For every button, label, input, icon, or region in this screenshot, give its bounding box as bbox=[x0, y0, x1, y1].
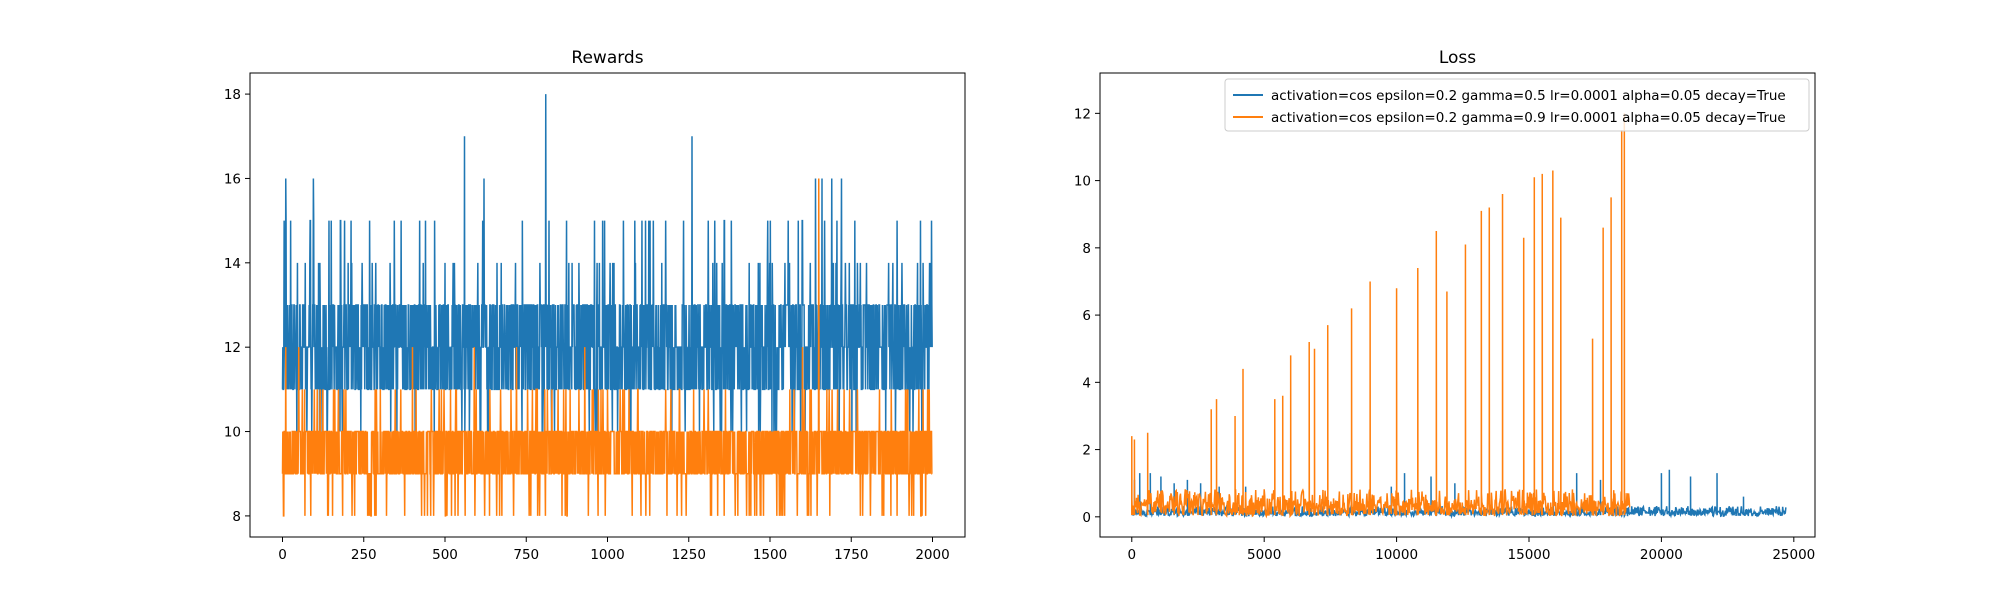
rewards-plot-area bbox=[281, 94, 933, 517]
y-tick-label: 12 bbox=[224, 340, 241, 356]
rewards-panel: Rewards 0 250 500 750 1000 1250 1500 1750 2000 8… bbox=[224, 48, 966, 563]
y-tick-label: 14 bbox=[224, 256, 241, 272]
y-tick-label: 10 bbox=[224, 425, 241, 441]
x-tick-label: 0 bbox=[1127, 547, 1136, 563]
series-line-2 bbox=[1131, 113, 1631, 519]
series-line-1 bbox=[281, 94, 933, 433]
y-tick-label: 0 bbox=[1082, 510, 1091, 526]
x-tick-label: 1250 bbox=[672, 547, 706, 563]
y-tick-label: 8 bbox=[232, 509, 241, 525]
series-line-2 bbox=[281, 178, 933, 517]
x-tick-label: 25000 bbox=[1772, 547, 1815, 563]
x-tick-label: 1000 bbox=[590, 547, 624, 563]
x-tick-label: 5000 bbox=[1247, 547, 1281, 563]
loss-legend: activation=cos epsilon=0.2 gamma=0.5 lr=… bbox=[1224, 78, 1810, 132]
x-tick-label: 500 bbox=[432, 547, 458, 563]
x-tick-label: 20000 bbox=[1640, 547, 1683, 563]
legend-label-series-1: activation=cos epsilon=0.2 gamma=0.5 lr=… bbox=[1271, 88, 1786, 104]
y-tick-label: 12 bbox=[1074, 106, 1091, 122]
x-tick-label: 1500 bbox=[753, 547, 787, 563]
x-tick-label: 10000 bbox=[1375, 547, 1418, 563]
rewards-y-axis: 8 10 12 14 16 18 bbox=[224, 87, 250, 525]
y-tick-label: 18 bbox=[224, 87, 241, 103]
x-tick-label: 250 bbox=[351, 547, 377, 563]
y-tick-label: 2 bbox=[1082, 443, 1091, 459]
y-tick-label: 10 bbox=[1074, 174, 1091, 190]
loss-panel: Loss 0 5000 10000 15000 20000 25000 0 2 4 6 8 10 12… bbox=[1074, 48, 1816, 563]
loss-axes-frame bbox=[1099, 72, 1816, 538]
y-tick-label: 6 bbox=[1082, 308, 1091, 324]
legend-box bbox=[1224, 78, 1810, 132]
rewards-chart-title: Rewards bbox=[571, 48, 643, 68]
rewards-axes-frame bbox=[249, 72, 966, 538]
y-tick-label: 8 bbox=[1082, 241, 1091, 257]
rewards-x-axis: 0 250 500 750 1000 1250 1500 1750 2000 bbox=[278, 537, 950, 563]
x-tick-label: 1750 bbox=[834, 547, 868, 563]
x-tick-label: 750 bbox=[513, 547, 539, 563]
x-tick-label: 0 bbox=[278, 547, 287, 563]
x-tick-label: 15000 bbox=[1508, 547, 1551, 563]
loss-plot-area bbox=[1131, 113, 1787, 520]
y-tick-label: 16 bbox=[224, 171, 241, 187]
loss-y-axis: 0 2 4 6 8 10 12 bbox=[1074, 106, 1100, 526]
legend-label-series-2: activation=cos epsilon=0.2 gamma=0.9 lr=… bbox=[1271, 110, 1786, 126]
loss-chart-title: Loss bbox=[1439, 48, 1476, 68]
x-tick-label: 2000 bbox=[915, 547, 949, 563]
loss-x-axis: 0 5000 10000 15000 20000 25000 bbox=[1127, 537, 1815, 563]
y-tick-label: 4 bbox=[1082, 375, 1091, 391]
